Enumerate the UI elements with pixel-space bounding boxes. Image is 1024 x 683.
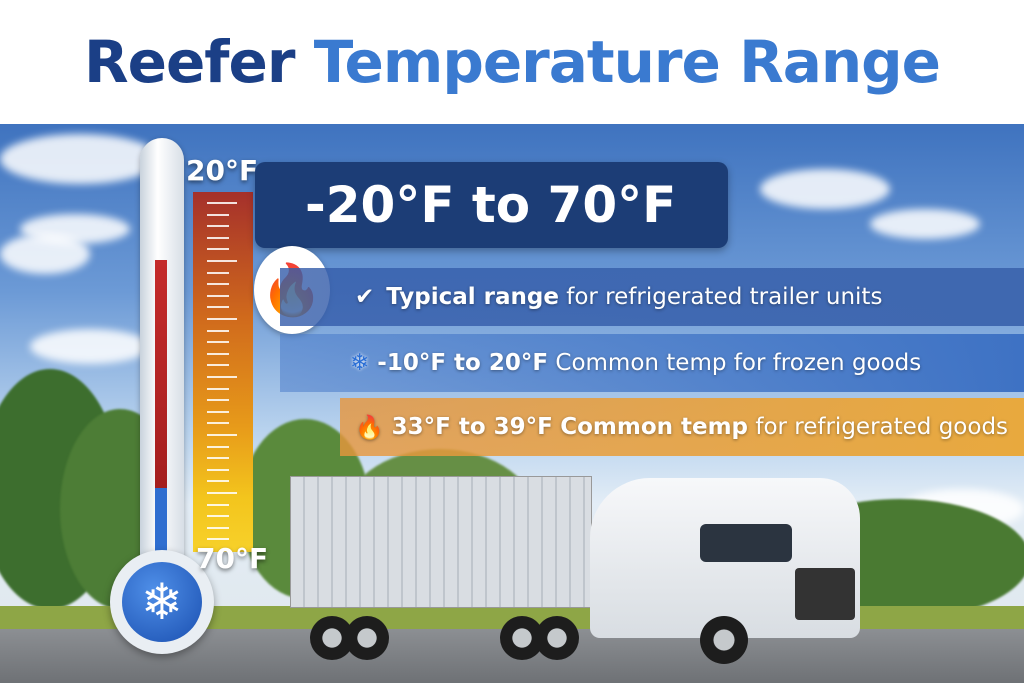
thermometer: ❄ — [110, 138, 214, 654]
scale-tick — [207, 213, 229, 216]
scale-tick — [207, 306, 229, 309]
scale-tick — [207, 445, 229, 448]
scale-tick — [207, 225, 229, 228]
scale-tick — [207, 480, 229, 483]
scale-tick — [207, 492, 237, 494]
scale-tick — [207, 271, 229, 274]
scale-top-label: 20°F — [186, 154, 259, 187]
scale-tick — [207, 434, 237, 436]
scale-tick — [207, 341, 229, 344]
scale-tick — [207, 526, 229, 529]
typical-range-band: ✔ Typical range for refrigerated trailer… — [280, 268, 1024, 326]
main-range-box: -20°F to 70°F — [255, 162, 728, 248]
scale-tick — [207, 410, 229, 413]
scale-tick — [207, 260, 237, 262]
snowflake-icon: ❄ — [350, 350, 370, 376]
background-scene: ❄ 20°F 70°F -20°F to 70°F 🔥 ✔ Typical ra… — [0, 124, 1024, 683]
scale-tick — [207, 376, 237, 378]
scale-tick — [207, 283, 229, 286]
scale-tick — [207, 364, 229, 367]
scale-tick — [207, 503, 229, 506]
scale-tick — [207, 318, 237, 320]
scale-tick — [207, 468, 229, 471]
header: Reefer Temperature Range — [0, 0, 1024, 124]
scale-tick — [207, 399, 229, 402]
scale-tick — [207, 422, 229, 425]
scale-tick — [207, 294, 229, 297]
scale-tick — [207, 236, 229, 239]
scale-tick — [207, 457, 229, 460]
scale-tick — [207, 352, 229, 355]
scale-bottom-label: 70°F — [196, 542, 269, 575]
temperature-scale — [193, 192, 253, 552]
scale-tick — [207, 387, 229, 390]
scale-tick — [207, 515, 229, 518]
scale-tick — [207, 202, 237, 204]
reefer-truck-image — [290, 476, 870, 676]
check-icon: ✔ — [355, 284, 375, 310]
scale-tick — [207, 329, 229, 332]
scale-tick — [207, 248, 229, 251]
page-title: Reefer Temperature Range — [83, 28, 941, 96]
refrigerated-goods-band: 🔥 33°F to 39°F Common temp for refrigera… — [340, 398, 1024, 456]
scale-tick — [207, 538, 229, 541]
flame-icon: 🔥 — [355, 414, 384, 441]
frozen-goods-band: ❄ -10°F to 20°F Common temp for frozen g… — [280, 334, 1024, 392]
snowflake-icon: ❄ — [122, 562, 202, 642]
